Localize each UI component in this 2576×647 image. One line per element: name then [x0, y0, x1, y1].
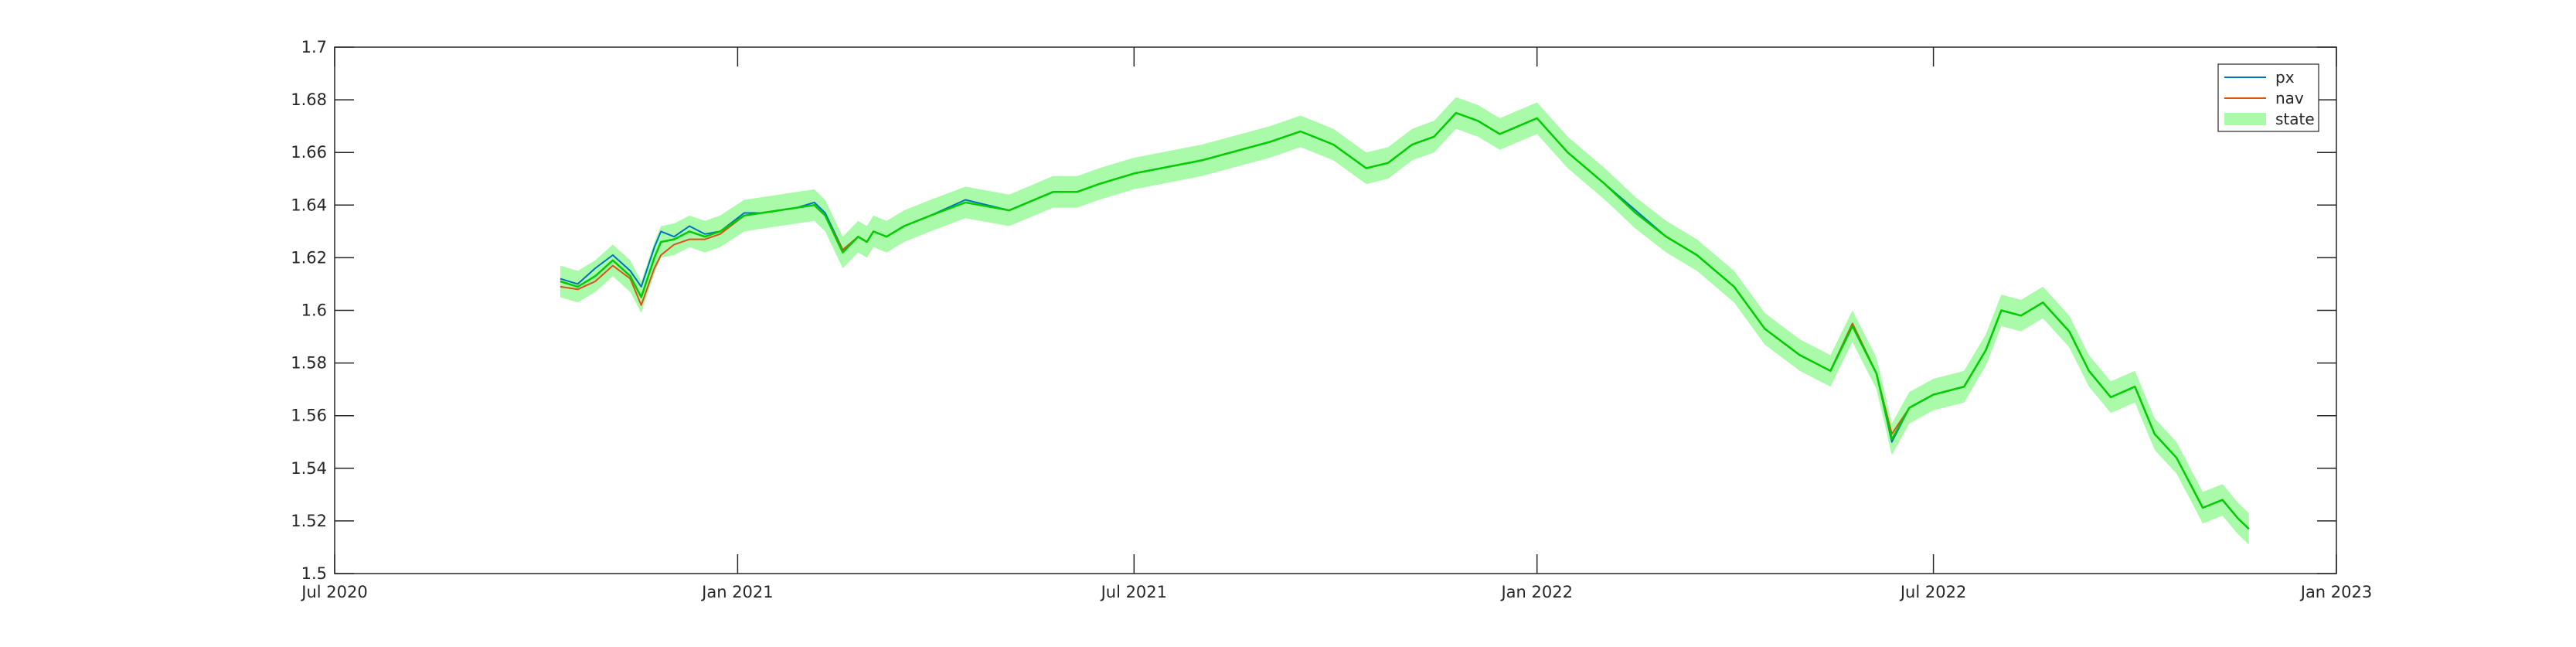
- y-tick-label: 1.58: [291, 354, 327, 373]
- y-tick-label: 1.7: [301, 38, 327, 56]
- legend-label-state: state: [2275, 110, 2315, 128]
- x-tick-label: Jul 2022: [1899, 583, 1966, 601]
- y-tick-label: 1.64: [291, 196, 327, 214]
- y-axis: 1.5 1.52 1.54 1.56 1.58 1.6 1.62 1.64 1.66 1.68 1.…: [291, 38, 2336, 583]
- x-tick-label: Jan 2023: [2299, 583, 2373, 601]
- y-tick-label: 1.66: [291, 143, 327, 162]
- legend-label-nav: nav: [2275, 89, 2304, 107]
- state-band: [560, 97, 2249, 545]
- legend-label-px: px: [2275, 68, 2295, 87]
- y-tick-label: 1.56: [291, 407, 327, 425]
- legend: px nav state: [2217, 63, 2319, 132]
- series-line-state: [560, 111, 2250, 530]
- x-tick-label: Jul 2021: [1100, 583, 1167, 601]
- series-lines-layer: [560, 111, 2250, 530]
- x-tick-label: Jan 2021: [700, 583, 774, 601]
- y-tick-label: 1.6: [301, 301, 327, 320]
- x-tick-label: Jan 2022: [1499, 583, 1573, 601]
- x-tick-label: Jul 2020: [300, 583, 367, 601]
- y-tick-label: 1.54: [291, 459, 327, 478]
- y-tick-label: 1.62: [291, 248, 327, 267]
- legend-swatch-state: [2224, 113, 2266, 125]
- y-tick-label: 1.68: [291, 90, 327, 109]
- y-tick-label: 1.52: [291, 512, 327, 530]
- x-axis: Jul 2020 Jan 2021 Jul 2021 Jan 2022 Jul 2022…: [300, 47, 2372, 601]
- state-band-layer: [560, 97, 2249, 545]
- y-tick-label: 1.5: [301, 564, 327, 583]
